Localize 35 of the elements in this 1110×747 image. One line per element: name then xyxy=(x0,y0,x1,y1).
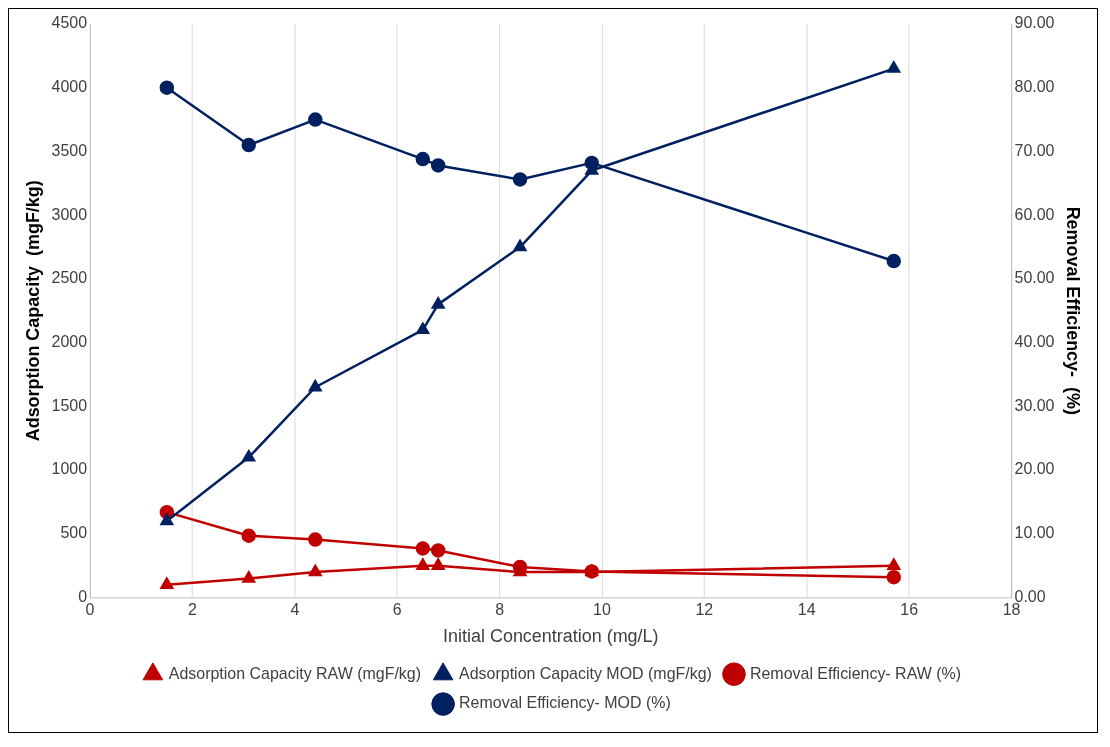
y-tick-label: 1000 xyxy=(51,460,88,478)
y2-tick-label: 50.00 xyxy=(1014,269,1055,287)
y-tick-label: 3500 xyxy=(51,141,88,159)
x-tick-label: 12 xyxy=(695,600,714,618)
x-tick-label: 4 xyxy=(290,600,300,618)
y-tick-label: 3000 xyxy=(51,205,88,223)
y2-tick-label: 30.00 xyxy=(1014,396,1055,414)
x-tick-label: 6 xyxy=(392,600,402,618)
legend-label: Removal Efficiency- RAW (%) xyxy=(749,664,962,682)
y2-tick-label: 40.00 xyxy=(1014,333,1055,351)
x-tick-label: 10 xyxy=(593,600,611,618)
y-tick-label: 4000 xyxy=(51,78,88,96)
x-axis-title: Initial Concentration (mg/L) xyxy=(443,626,659,647)
legend-label: Adsorption Capacity RAW (mgF/kg) xyxy=(168,664,421,682)
y2-tick-label: 10.00 xyxy=(1014,524,1055,542)
y2-tick-label: 80.00 xyxy=(1014,78,1055,96)
x-tick-label: 2 xyxy=(187,600,197,618)
y-tick-label: 0 xyxy=(78,587,88,605)
y-tick-label: 2500 xyxy=(51,269,88,287)
legend-label: Adsorption Capacity MOD (mgF/kg) xyxy=(459,664,712,682)
y2-tick-label: 0.00 xyxy=(1014,587,1046,605)
y2-tick-label: 90.00 xyxy=(1014,14,1055,32)
x-tick-label: 16 xyxy=(900,600,919,618)
y-tick-label: 500 xyxy=(60,524,88,542)
y2-tick-label: 20.00 xyxy=(1014,460,1055,478)
y-tick-label: 4500 xyxy=(51,14,88,32)
x-tick-label: 14 xyxy=(797,600,816,618)
y-tick-label: 2000 xyxy=(51,333,88,351)
y-axis-title: Adsorption Capacity (mgF/kg) xyxy=(22,180,43,442)
legend-label: Removal Efficiency- MOD (%) xyxy=(459,694,671,712)
y2-axis-title: Removal Efficiency- (%) xyxy=(1063,206,1084,415)
y2-tick-label: 60.00 xyxy=(1014,205,1055,223)
y-tick-label: 1500 xyxy=(51,396,88,414)
x-tick-label: 8 xyxy=(495,600,505,618)
y2-tick-label: 70.00 xyxy=(1014,141,1055,159)
